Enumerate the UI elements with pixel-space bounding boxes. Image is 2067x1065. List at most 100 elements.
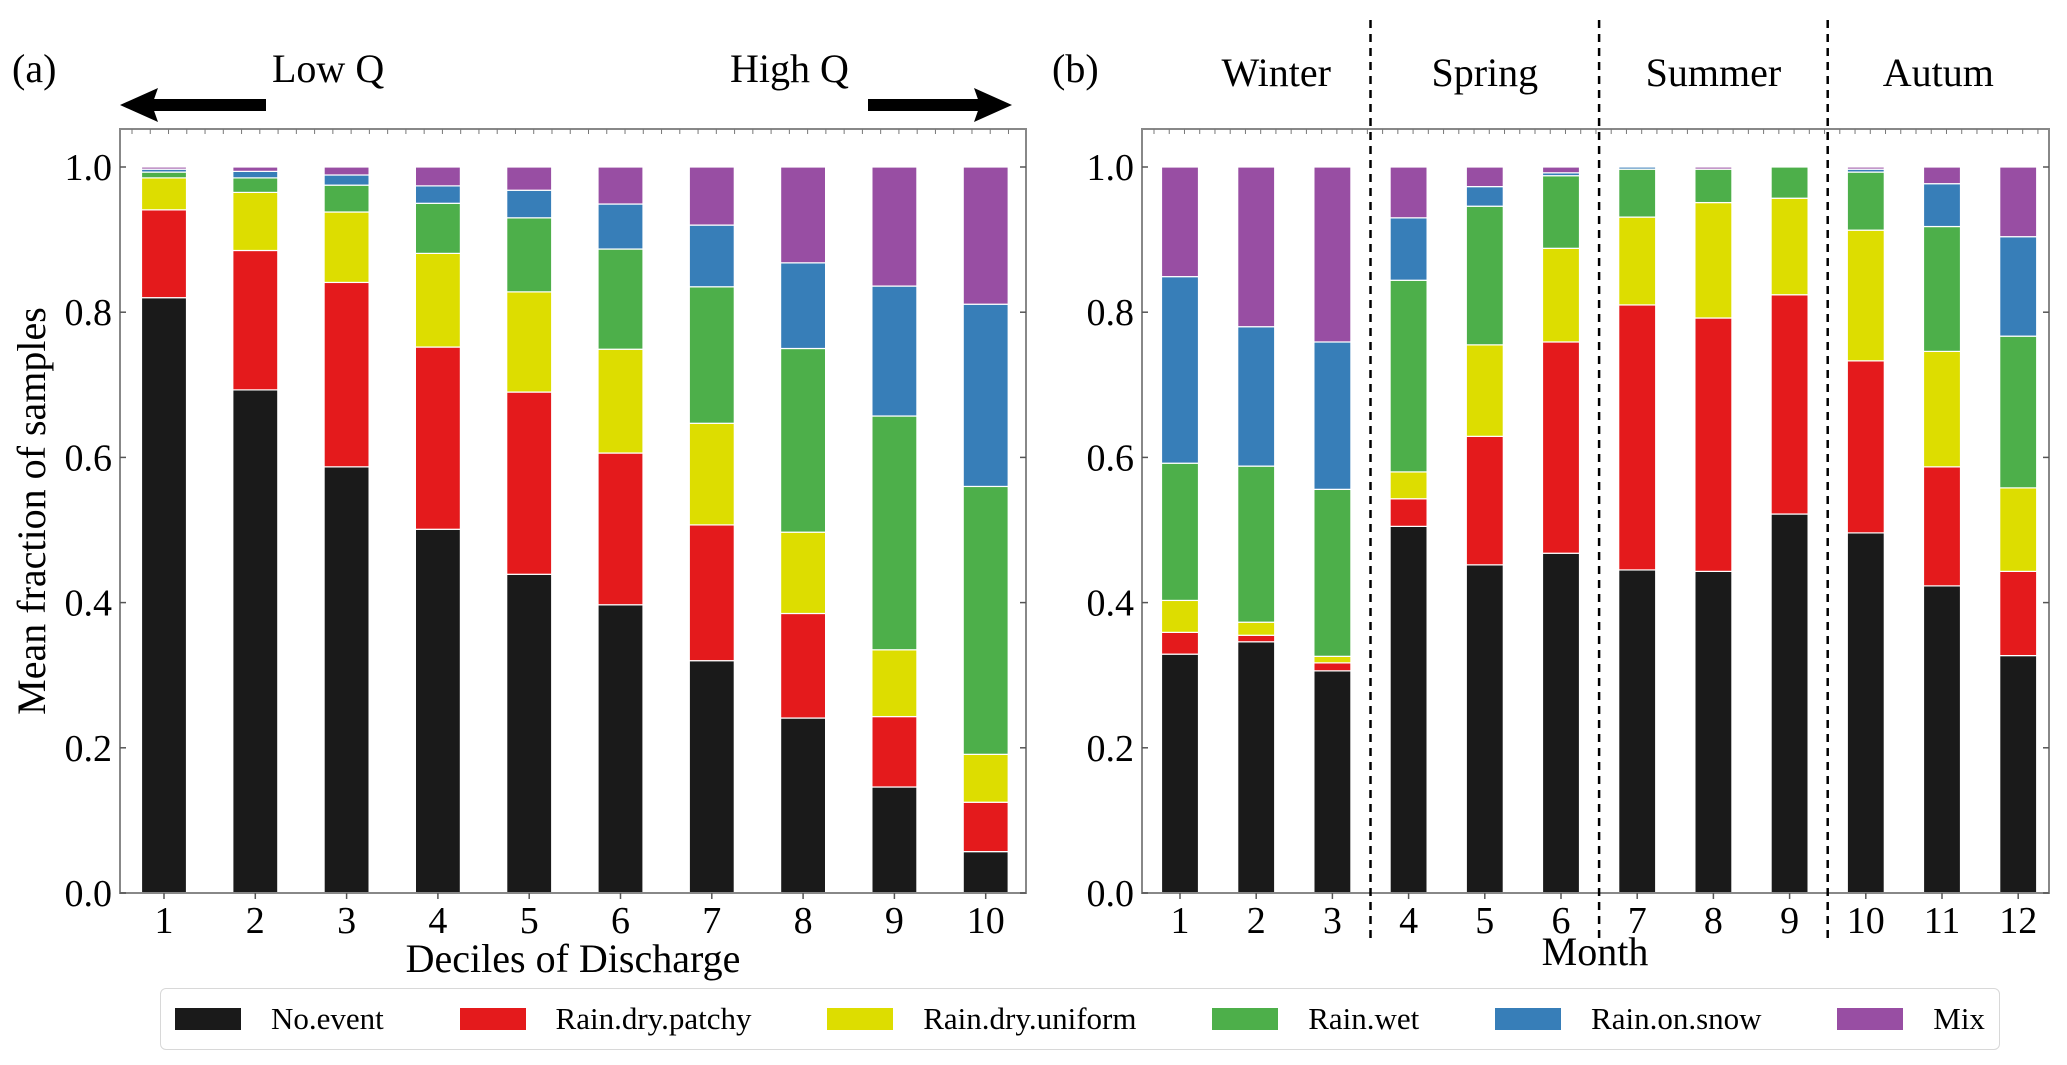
bar-segment-mix-12 <box>1999 166 2038 238</box>
bar-segment-mix-8 <box>779 166 827 264</box>
axes-frame-b <box>1141 128 2050 894</box>
y-ticks-b: 0.0 0.2 0.4 0.6 0.8 1.0 <box>1087 129 2049 915</box>
bar-segment-mix-11 <box>1922 166 1962 185</box>
season-label-autum: Autum <box>1883 50 1994 95</box>
bar-segment-mix-3 <box>323 166 370 176</box>
y-tick-label: 0.0 <box>65 873 113 915</box>
bar-segment-rain-wet-10 <box>1846 171 1885 231</box>
bar-segment-rain-dry-patchy-9 <box>871 715 918 788</box>
bar-segment-rain-dry-uniform-1 <box>1160 599 1200 633</box>
bar-segment-rain-on-snow-4 <box>1389 217 1428 281</box>
bar-segment-rain-on-snow-5 <box>506 189 553 219</box>
bar-segment-no-event-6 <box>1541 552 1581 894</box>
bar-segment-rain-dry-uniform-12 <box>1999 487 2038 572</box>
x-tick-label: 4 <box>1399 900 1418 942</box>
bar-segment-mix-9 <box>871 166 918 287</box>
bar-segment-no-event-4 <box>414 528 461 894</box>
y-tick-label: 0.2 <box>1087 728 1135 770</box>
legend-label: Rain.dry.uniform <box>923 1001 1137 1036</box>
bar-segment-mix-1 <box>140 166 188 170</box>
bar-segment-mix-7 <box>688 166 735 226</box>
bar-segment-no-event-10 <box>1846 532 1885 894</box>
season-label-spring: Spring <box>1431 50 1538 95</box>
legend-item-rain-dry-patchy: Rain.dry.patchy <box>459 1001 752 1037</box>
bar-segment-no-event-2 <box>1237 641 1276 894</box>
bar-segment-rain-on-snow-11 <box>1922 183 1962 228</box>
x-axis-label-a: Deciles of Discharge <box>406 936 741 981</box>
bar-segment-rain-wet-7 <box>688 286 735 424</box>
bar-segment-rain-wet-5 <box>1465 205 1504 346</box>
bar-segment-rain-wet-8 <box>1694 168 1733 204</box>
x-tick-label: 12 <box>1999 900 2037 942</box>
bar-segment-rain-dry-patchy-4 <box>1389 498 1428 527</box>
x-tick-label: 10 <box>967 900 1005 942</box>
y-tick-label: 0.6 <box>65 437 113 479</box>
x-tick-label: 6 <box>611 900 630 942</box>
x-tick-label: 11 <box>1924 900 1961 942</box>
bars-panel-b <box>1160 166 2038 894</box>
bar-segment-rain-wet-10 <box>962 485 1009 755</box>
x-tick-label: 7 <box>702 900 721 942</box>
panel-b-label: (b) <box>1052 46 1099 91</box>
bar-segment-no-event-2 <box>232 389 279 894</box>
bar-segment-rain-on-snow-2 <box>232 170 279 179</box>
bar-segment-no-event-12 <box>1999 654 2038 894</box>
bar-segment-rain-wet-1 <box>1160 462 1200 602</box>
bar-segment-no-event-1 <box>1160 653 1200 894</box>
bar-segment-rain-dry-uniform-8 <box>779 531 827 615</box>
bar-segment-no-event-3 <box>323 466 370 894</box>
bar-segment-rain-wet-4 <box>1389 279 1428 473</box>
bar-segment-rain-dry-patchy-6 <box>1541 341 1581 554</box>
bar-segment-mix-8 <box>1694 166 1733 170</box>
bar-segment-rain-dry-patchy-2 <box>232 249 279 391</box>
bar-segment-rain-dry-uniform-11 <box>1922 350 1962 468</box>
bar-segment-no-event-7 <box>688 660 735 894</box>
bar-segment-rain-dry-uniform-7 <box>688 422 735 526</box>
legend-label: Rain.wet <box>1308 1001 1420 1036</box>
legend-item-rain-wet: Rain.wet <box>1212 1001 1419 1037</box>
y-tick-label: 0.4 <box>65 583 113 625</box>
y-tick-label: 0.8 <box>1087 292 1135 334</box>
bar-segment-rain-dry-patchy-8 <box>1694 317 1733 572</box>
bar-segment-rain-wet-4 <box>414 202 461 254</box>
bar-segment-rain-dry-patchy-11 <box>1922 466 1962 587</box>
legend-swatch <box>827 1008 894 1030</box>
bar-segment-rain-on-snow-5 <box>1465 186 1504 207</box>
bar-segment-rain-wet-1 <box>140 171 188 179</box>
x-tick-label: 9 <box>885 900 904 942</box>
bar-segment-no-event-5 <box>506 573 553 894</box>
x-tick-label: 9 <box>1780 900 1799 942</box>
legend-swatch <box>1212 1008 1279 1030</box>
bar-segment-rain-dry-patchy-8 <box>779 612 827 719</box>
x-tick-label: 8 <box>1704 900 1723 942</box>
bar-segment-rain-dry-uniform-1 <box>140 177 188 211</box>
bar-segment-no-event-11 <box>1922 585 1962 894</box>
bar-segment-rain-dry-patchy-3 <box>1313 662 1352 672</box>
bar-segment-rain-dry-uniform-5 <box>506 291 553 393</box>
y-tick-label: 0.2 <box>65 728 113 770</box>
x-tick-label: 4 <box>428 900 447 942</box>
bar-segment-rain-dry-patchy-1 <box>1160 631 1200 655</box>
bar-segment-rain-wet-3 <box>1313 488 1352 657</box>
bar-segment-no-event-6 <box>597 604 644 894</box>
bar-segment-rain-dry-uniform-10 <box>962 753 1009 803</box>
bar-segment-rain-on-snow-4 <box>414 185 461 204</box>
bar-segment-rain-on-snow-10 <box>962 303 1009 488</box>
high-q-annotation: High Q <box>730 46 849 91</box>
y-tick-label: 0.4 <box>1087 583 1135 625</box>
bar-segment-rain-dry-uniform-4 <box>1389 471 1428 500</box>
y-axis-label: Mean fraction of samples <box>9 307 54 715</box>
bar-segment-rain-dry-uniform-5 <box>1465 344 1504 437</box>
bar-segment-mix-4 <box>414 166 461 187</box>
bar-segment-rain-dry-patchy-10 <box>1846 360 1885 534</box>
bar-segment-rain-dry-patchy-4 <box>414 346 461 530</box>
panel-a-label: (a) <box>12 46 56 91</box>
x-axis-label-b: Month <box>1542 929 1649 974</box>
x-ticks-a: 1 2 3 4 5 6 7 8 9 10 <box>155 893 1005 942</box>
bar-segment-no-event-1 <box>140 297 188 894</box>
bar-segment-rain-dry-uniform-3 <box>323 211 370 284</box>
bar-segment-rain-dry-patchy-9 <box>1770 294 1809 515</box>
y-ticks-a: 0.0 0.2 0.4 0.6 0.8 1.0 <box>65 129 1026 915</box>
bar-segment-rain-dry-patchy-12 <box>1999 570 2038 657</box>
